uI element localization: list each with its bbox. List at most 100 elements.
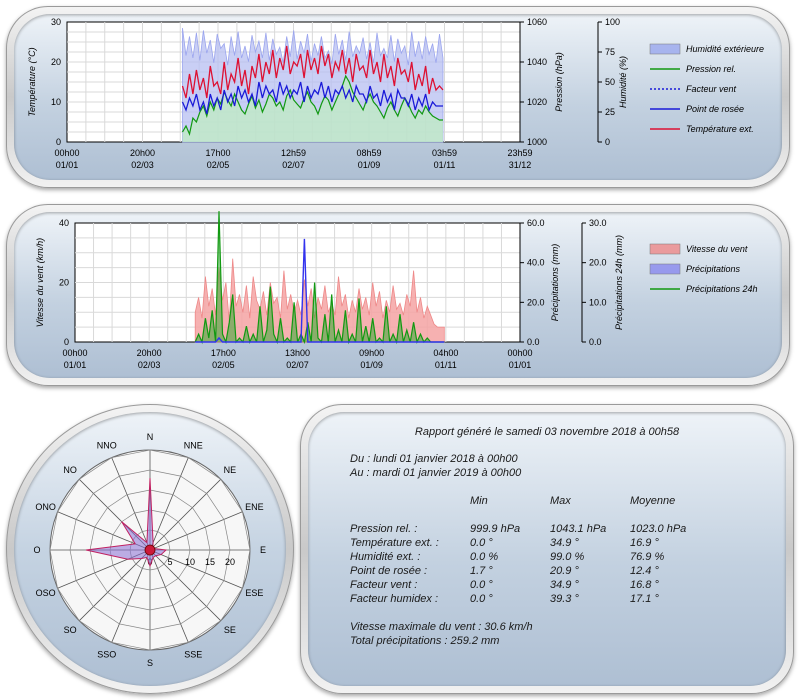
legend-swatch [649,43,681,55]
y-left-tick-label: 0 [64,337,69,347]
rose-ring [49,449,251,651]
row-avg: 76.9 % [630,551,665,563]
x-tick-time: 08h59 [356,148,381,158]
x-tick-time: 13h00 [285,348,310,358]
rose-spoke [149,511,243,551]
rose-ring [69,469,231,631]
rose-direction-label: O [33,545,40,555]
x-tick-date: 02/05 [207,160,230,170]
y-left-tick-label: 10 [51,97,61,107]
rose-ring-label: 10 [185,557,195,567]
x-tick-time: 00h00 [54,148,79,158]
y-right2-tick-label: 50 [605,77,615,87]
x-tick-date: 01/01 [509,360,532,370]
y-right1-tick-label: 1020 [527,97,547,107]
y-left-tick-label: 20 [51,57,61,67]
x-tick-time: 17h00 [211,348,236,358]
dewpoint-line [181,81,443,115]
rose-spoke [79,549,151,621]
max-wind-speed: Vitesse maximale du vent : 30.6 km/h [350,621,533,633]
rose-direction-label: SO [64,625,77,635]
row-avg: 17.1 ° [630,593,659,605]
x-tick-date: 01/11 [434,160,456,170]
row-max: 20.9 ° [550,565,579,577]
legend-swatch [649,263,681,275]
rose-direction-label: SE [224,625,236,635]
report-panel [300,404,794,694]
x-tick-time: 12h59 [281,148,306,158]
x-tick-date: 02/03 [131,160,154,170]
legend-label: Humidité extérieure [686,44,764,54]
row-label: Température ext. : [350,537,439,549]
y-right1-axis-label: Pression (hPa) [554,52,564,112]
x-tick-date: 01/09 [358,160,381,170]
y-right2-tick-label: 10.0 [589,297,607,307]
rain24-area [195,211,445,342]
legend-swatch [649,243,681,255]
legend-label: Précipitations [686,264,741,274]
y-right1-tick-label: 1060 [527,17,547,27]
x-tick-date: 01/09 [360,360,383,370]
wind-rose-chart: 05101520NNNENEENEEESESESSESSSOSOOSOOONON… [33,432,266,668]
row-max: 34.9 ° [550,579,579,591]
rose-direction-label: ONO [35,502,56,512]
x-tick-date: 02/07 [282,160,305,170]
rose-direction-label: NE [224,465,237,475]
rose-direction-label: E [260,545,266,555]
x-tick-time: 00h00 [62,348,87,358]
y-right2-tick-label: 100 [605,17,620,27]
header-moyenne: Moyenne [630,495,676,507]
x-tick-time: 04h00 [433,348,458,358]
x-tick-time: 17h00 [205,148,230,158]
y-right2-tick-label: 20.0 [589,258,607,268]
rose-spoke [149,549,189,643]
y-left-axis-label: Vitesse du vent (km/h) [35,238,45,327]
x-tick-time: 23h59 [507,148,532,158]
x-tick-date: 01/01 [56,160,79,170]
y-right2-axis-label: Humidité (%) [618,56,628,108]
row-label: Facteur vent : [350,579,418,591]
row-label: Humidité ext. : [350,551,421,563]
y-right2-tick-label: 0.0 [589,337,602,347]
rose-ring [89,489,211,611]
rose-spoke [149,549,221,621]
rain-line [195,238,445,343]
report-panel-inner [308,412,786,686]
x-tick-time: 09h00 [359,348,384,358]
x-tick-time: 00h00 [507,348,532,358]
x-tick-date: 02/03 [138,360,161,370]
rose-ring-label: 20 [225,557,235,567]
wind-rain-chart: 0 20 40 Vitesse du vent (km/h) 0.0 20.0 40.0 60… [35,211,758,370]
rose-direction-label: SSO [97,649,116,659]
rose-spoke [149,549,243,589]
rose-direction-label: N [147,432,154,442]
header-max: Max [550,495,571,507]
x-tick-date: 02/07 [286,360,309,370]
report-content: Rapport généré le samedi 03 novembre 201… [300,404,794,694]
y-left-tick-label: 20 [59,278,69,288]
y-right2-axis-label: Précipitations 24h (mm) [614,235,624,330]
rose-direction-label: ESE [245,588,263,598]
x-tick-date: 01/11 [435,360,457,370]
row-avg: 16.8 ° [630,579,659,591]
row-min: 0.0 ° [470,537,493,549]
legend-label: Pression rel. [686,64,736,74]
temperature-line [181,45,444,99]
y-left-axis-label: Température (°C) [27,47,37,116]
y-left-tick-label: 40 [59,218,69,228]
report-period-from: Du : lundi 01 janvier 2018 à 00h00 [350,453,518,465]
rose-direction-label: NO [63,465,77,475]
legend-label: Facteur vent [686,84,737,94]
y-left-tick-label: 30 [51,17,61,27]
y-right1-tick-label: 60.0 [527,218,545,228]
report-title: Rapport généré le samedi 03 novembre 201… [414,426,680,438]
y-right2-tick-label: 0 [605,137,610,147]
y-right1-axis-label: Précipitations (mm) [550,244,560,322]
wind-speed-area [194,258,445,343]
rose-ring [109,509,191,591]
row-min: 1.7 ° [470,565,493,577]
row-label: Pression rel. : [350,523,418,535]
legend-label: Vitesse du vent [686,244,748,254]
row-avg: 1023.0 hPa [630,523,687,535]
